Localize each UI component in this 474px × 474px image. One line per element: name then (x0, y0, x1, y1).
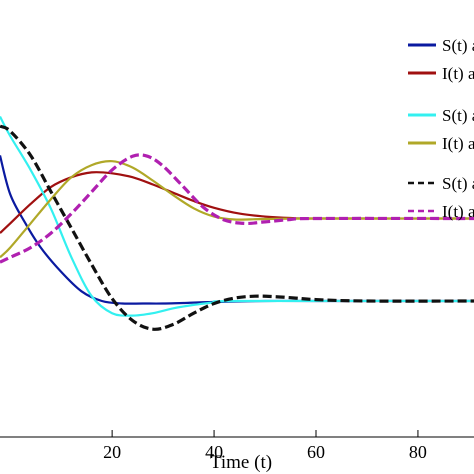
legend-label-4: I(t) a (442, 134, 474, 153)
series-line-5 (0, 124, 474, 331)
legend-label-1: S(t) a (442, 36, 474, 55)
legend-label-3: S(t) a (442, 106, 474, 125)
x-ticks: 20 40 60 80 (103, 430, 427, 462)
series-line-6 (0, 153, 474, 264)
series-line-3 (0, 115, 474, 317)
x-tick-label: 60 (307, 442, 325, 462)
series-lines (0, 115, 474, 331)
legend-label-2: I(t) a (442, 64, 474, 83)
x-tick-label: 20 (103, 442, 121, 462)
legend-label-5: S(t) a (442, 174, 474, 193)
legend: S(t) a I(t) a S(t) a I(t) a S(t) a I(t) a (408, 36, 474, 221)
x-axis-label: Time (t) (210, 452, 272, 473)
x-tick-label: 40 (205, 442, 223, 462)
x-tick-label: 80 (409, 442, 427, 462)
legend-label-6: I(t) a (442, 202, 474, 221)
series-line-4 (0, 160, 474, 259)
